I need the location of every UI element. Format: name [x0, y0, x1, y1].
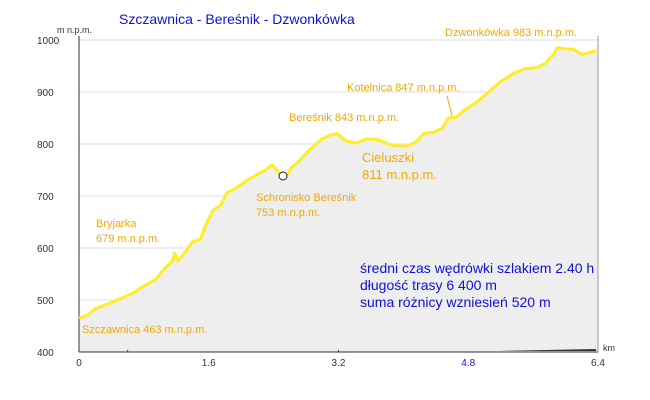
info-line: średni czas wędrówki szlakiem 2.40 h [360, 260, 594, 276]
y-tick-label: 800 [37, 140, 54, 151]
annotation-cieluszki: Cieluszki [362, 150, 414, 165]
info-line: długość trasy 6 400 m [360, 277, 497, 293]
x-tick-label: 3.2 [332, 358, 346, 369]
annotation-bryjarka: 679 m.n.p.m. [96, 233, 160, 245]
y-axis-label: m n.p.m. [57, 25, 92, 35]
annotation-dzwonkowka: Dzwonkówka 983 m.n.p.m. [445, 27, 577, 39]
chart-title: Szczawnica - Bereśnik - Dzwonkówka [119, 11, 355, 27]
info-line: suma różnicy wzniesień 520 m [360, 294, 551, 310]
x-tick-label: 1.6 [202, 358, 216, 369]
y-tick-label: 700 [37, 192, 54, 203]
x-axis-arrow [498, 349, 596, 351]
annotation-schronisko: 753 m.n.p.m. [256, 207, 320, 219]
x-tick-label: 0 [76, 358, 82, 369]
kotelnica-leader-line [446, 95, 453, 116]
profile-area [79, 47, 598, 353]
x-tick-label: 6.4 [591, 358, 605, 369]
annotation-schronisko: Schronisko Bereśnik [256, 192, 357, 204]
y-tick-label: 500 [37, 296, 54, 307]
annotation-beresnik: Bereśnik 843 m.n.p.m. [289, 112, 399, 124]
y-tick-label: 400 [37, 348, 54, 359]
y-tick-label: 600 [37, 244, 54, 255]
profile-line [78, 46, 599, 320]
y-tick-label: 1000 [37, 36, 60, 47]
y-tick-label: 900 [37, 88, 54, 99]
annotation-bryjarka: Bryjarka [96, 218, 137, 230]
shelter-marker [278, 171, 288, 181]
annotation-cieluszki: 811 m.n.p.m. [362, 167, 437, 182]
annotation-kotelnica: Kotelnica 847 m.n.p.m. [347, 82, 460, 94]
x-axis-label: km [603, 343, 615, 353]
annotation-szczawnica: Szczawnica 463 m.n.p.m. [82, 324, 207, 336]
x-tick-label: 4.8 [461, 358, 475, 369]
